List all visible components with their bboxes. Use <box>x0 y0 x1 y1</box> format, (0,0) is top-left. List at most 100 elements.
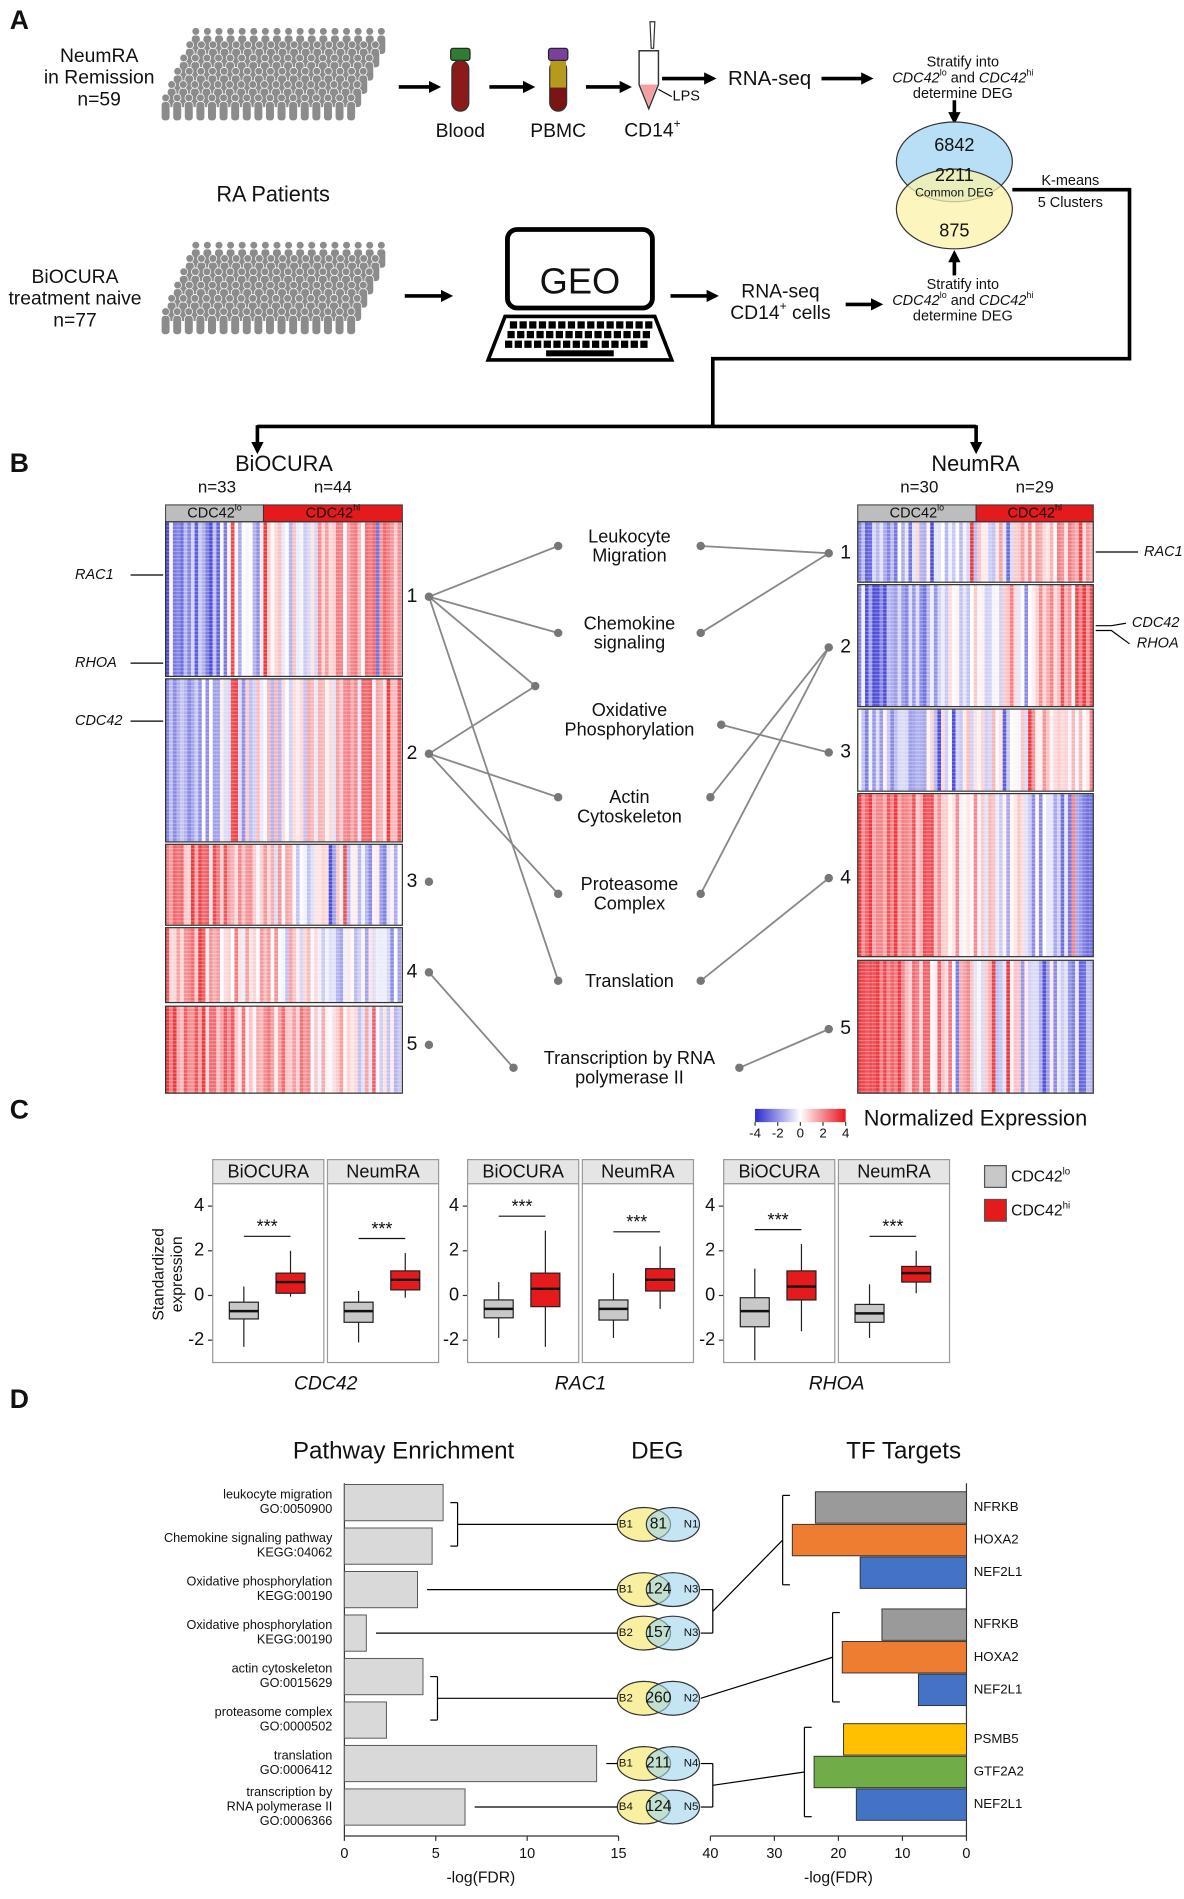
bar <box>343 1527 433 1565</box>
person-icon <box>202 53 212 63</box>
person-icon <box>323 101 333 122</box>
person-icon <box>214 240 224 250</box>
connector <box>700 1656 833 1699</box>
person-icon <box>179 80 188 89</box>
link-dot <box>696 976 705 986</box>
key <box>514 340 522 348</box>
pathway-label: Complex <box>594 894 665 914</box>
key <box>519 321 527 329</box>
bar-label: Oxidative phosphorylation <box>186 1575 332 1589</box>
group-strip-label: CDC42lo <box>890 503 944 521</box>
x-tick-label: 0 <box>962 1846 970 1862</box>
person-icon <box>230 101 240 122</box>
venn-side-label: B2 <box>619 1692 633 1704</box>
key <box>594 330 602 339</box>
person-icon <box>358 280 368 290</box>
person-icon <box>249 267 258 277</box>
person-icon <box>173 67 182 76</box>
person-icon <box>253 314 264 335</box>
venn-count: 157 <box>645 1624 671 1641</box>
person-icon <box>230 307 240 316</box>
person-icon <box>190 80 200 89</box>
person-icon <box>254 93 263 103</box>
step-label: CD14+ cells <box>730 299 830 324</box>
key <box>642 330 650 339</box>
person-icon <box>295 27 305 36</box>
person-icon <box>214 267 223 277</box>
person-icon <box>202 267 212 277</box>
key <box>587 321 595 329</box>
person-icon <box>218 101 229 122</box>
person-icon <box>242 101 252 122</box>
person-icon <box>248 80 258 89</box>
heatmap-texture <box>165 678 403 842</box>
y-tick-label: 2 <box>449 1240 459 1260</box>
y-tick-label: 0 <box>194 1284 204 1304</box>
text-part: CDC42 <box>1011 1203 1062 1220</box>
person-icon <box>237 267 246 277</box>
person-icon <box>347 40 357 49</box>
key <box>592 340 600 348</box>
y-tick-label: 2 <box>705 1240 715 1260</box>
cluster-link <box>428 753 559 895</box>
y-tick-label: 0 <box>449 1284 459 1304</box>
y-tick-label: 2 <box>194 1240 204 1260</box>
cluster-number: 1 <box>407 586 418 607</box>
bar <box>343 1788 466 1826</box>
lps-label: LPS <box>673 88 700 104</box>
person-icon <box>249 240 259 250</box>
person-icon <box>277 93 286 103</box>
pathway-label: Proteasome <box>581 874 679 894</box>
gene-label: RAC1 <box>75 567 114 583</box>
cohort-label: in Remission <box>44 68 155 89</box>
tf-label: PSMB5 <box>974 1731 1019 1746</box>
tf-label: NFRKB <box>974 1616 1019 1631</box>
key <box>604 330 612 339</box>
step-label: Blood <box>436 121 485 142</box>
key <box>575 330 583 339</box>
superscript: hi <box>353 503 360 513</box>
person-icon <box>265 307 275 316</box>
heatmap-cluster <box>857 959 1094 1094</box>
cluster-number: 3 <box>407 871 418 892</box>
cohort-label: n=77 <box>53 310 97 331</box>
person-icon <box>288 93 298 103</box>
person-icon <box>213 80 223 89</box>
cluster-link <box>700 545 829 555</box>
person-icon <box>203 27 212 36</box>
cluster-number: 3 <box>840 742 851 763</box>
heatmap-texture <box>857 793 1094 957</box>
stratify-label: CDC42lo and CDC42hi <box>892 68 1033 86</box>
link-dot <box>424 749 434 758</box>
key <box>640 340 648 348</box>
kmeans-label: 5 Clusters <box>1038 195 1103 211</box>
person-icon <box>318 294 327 303</box>
pbmc-layer <box>550 60 567 88</box>
superscript: + <box>674 117 681 131</box>
n-label: n=30 <box>900 477 938 496</box>
key <box>536 330 544 339</box>
heatmap-texture <box>857 709 1094 792</box>
person-icon <box>230 314 240 335</box>
bar-label: GO:0000502 <box>260 1720 333 1734</box>
person-icon <box>353 53 362 63</box>
connector <box>712 1539 784 1612</box>
x-axis-label: -log(FDR) <box>446 1869 515 1886</box>
stratify-label: determine DEG <box>913 308 1013 324</box>
y-tick-label: -2 <box>443 1329 459 1349</box>
person-icon <box>301 67 310 76</box>
person-icon <box>196 93 205 103</box>
person-icon <box>208 67 217 76</box>
person-icon <box>254 67 264 76</box>
person-icon <box>236 80 246 89</box>
person-icon <box>191 267 200 277</box>
person-icon <box>365 27 374 36</box>
gene-label: CDC42 <box>1132 615 1180 631</box>
facet-panel <box>212 1183 325 1364</box>
significance-label: *** <box>511 1197 532 1217</box>
venn-side-label: B1 <box>619 1758 633 1770</box>
venn-bottom <box>895 168 1013 250</box>
person-icon <box>207 307 217 316</box>
tf-label: NEF2L1 <box>974 1564 1023 1579</box>
